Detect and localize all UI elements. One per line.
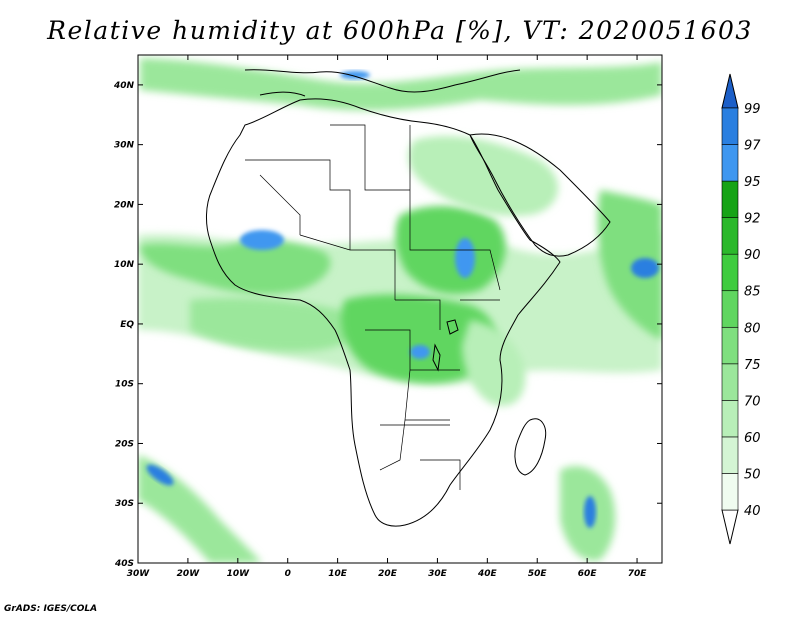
humidity-area-mediterranean (140, 58, 662, 111)
colorbar-segment (721, 217, 739, 255)
colorbar-label: 40 (744, 504, 761, 519)
colorbar-label: 95 (744, 175, 761, 190)
latitude-axis: 40N 30N 20N 10N EQ 10S 20S 30S 40S (113, 81, 662, 569)
colorbar-segment (721, 326, 739, 365)
longitude-axis: 30W 20W 10W 0 10E 20E 30E 40E 50E 60E 70E (127, 55, 647, 579)
lat-tick-label: 20N (114, 200, 135, 210)
colorbar-label: 99 (744, 102, 761, 117)
lon-tick-label: 20W (177, 569, 201, 579)
lat-tick-label: 10N (114, 260, 135, 270)
lon-tick-label: 40E (477, 569, 498, 579)
colorbar-label: 60 (744, 431, 761, 446)
lon-tick-label: 30E (428, 569, 448, 579)
grads-credit: GrADS: IGES/COLA (4, 604, 98, 614)
colorbar-label: 50 (744, 467, 761, 482)
colorbar-label: 70 (744, 394, 761, 409)
lat-tick-label: 20S (115, 439, 134, 449)
lon-tick-label: 20E (378, 569, 398, 579)
colorbar-segment (721, 107, 739, 145)
humidity-core-arabian-sea (631, 258, 659, 278)
europe-coastline (244, 69, 521, 97)
humidity-core-south-atlantic (146, 464, 174, 486)
africa-coastline (206, 98, 561, 527)
humidity-area-congo (341, 294, 497, 384)
humidity-area-arabian-sea (597, 190, 662, 340)
lat-tick-label: EQ (120, 320, 134, 330)
humidity-core-indian-ocean (584, 496, 596, 528)
colorbar-label: 75 (744, 358, 761, 373)
colorbar-under-triangle (721, 509, 739, 545)
colorbar-segment (721, 363, 739, 401)
madagascar-coastline (514, 418, 547, 476)
colorbar-label: 97 (744, 139, 761, 154)
humidity-core-west-africa (240, 230, 284, 250)
lon-tick-label: 30W (127, 569, 151, 579)
colorbar-segment (721, 253, 739, 292)
humidity-area-east-africa (462, 320, 526, 406)
map-frame (137, 54, 663, 564)
humidity-area-nile-north (408, 136, 559, 216)
lake-victoria (446, 319, 459, 335)
colorbar-segment (721, 144, 739, 182)
lat-tick-label: 40N (113, 81, 135, 91)
colorbar-label: 85 (744, 285, 761, 300)
colorbar-segment (721, 180, 739, 218)
lon-tick-label: 50E (528, 569, 548, 579)
lat-tick-label: 30N (114, 141, 135, 151)
colorbar-segment (721, 400, 739, 438)
lon-tick-label: 10W (227, 569, 251, 579)
lon-tick-label: 10E (328, 569, 348, 579)
lake-tanganyika (432, 343, 441, 372)
colorbar-segment (721, 290, 739, 328)
country-borders (245, 124, 501, 490)
humidity-core-great-lakes (410, 345, 430, 359)
humidity-area-sahel-west (140, 239, 331, 295)
colorbar-segment (721, 436, 739, 474)
humidity-core-ethiopia (455, 238, 475, 278)
colorbar-label: 90 (744, 248, 761, 263)
humidity-core-mediterranean (340, 71, 370, 79)
colorbar-over-triangle (721, 73, 739, 109)
lon-tick-label: 60E (578, 569, 598, 579)
colorbar-label: 92 (744, 212, 761, 227)
lon-tick-label: 0 (285, 569, 291, 579)
humidity-area-gulf-guinea (190, 298, 358, 352)
lat-tick-label: 40S (114, 559, 134, 569)
colorbar-label: 80 (744, 321, 761, 336)
lat-tick-label: 30S (115, 499, 134, 509)
colorbar-segment (721, 473, 739, 511)
lon-tick-label: 70E (628, 569, 648, 579)
lat-tick-label: 10S (115, 380, 134, 390)
arabian-peninsula-coastline (469, 133, 611, 257)
coastlines-and-borders (206, 69, 611, 527)
colorbar: 40 50 60 70 75 80 85 90 92 95 97 99 (721, 73, 761, 545)
chart-title: Relative humidity at 600hPa [%], VT: 202… (47, 16, 753, 45)
